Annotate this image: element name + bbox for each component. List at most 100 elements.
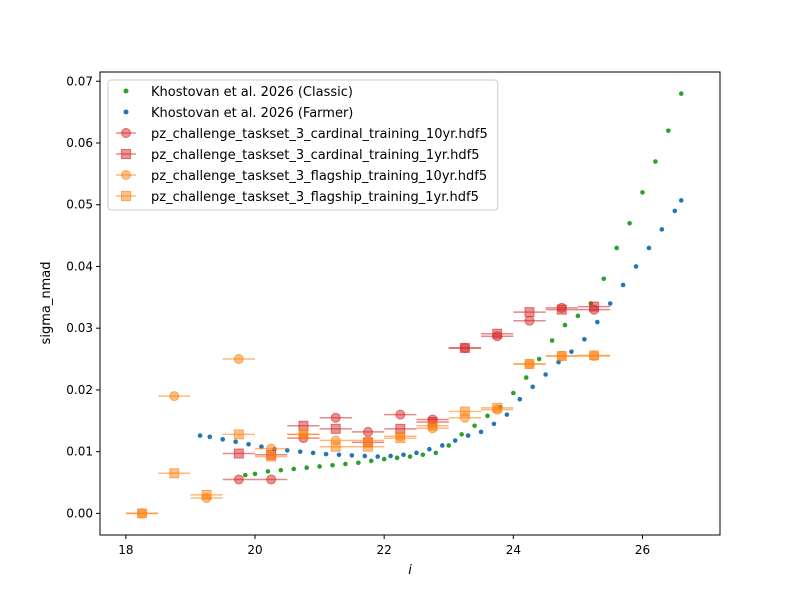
data-point <box>452 438 458 443</box>
data-point <box>349 453 355 458</box>
plot-marks <box>125 91 684 519</box>
data-point <box>381 456 387 462</box>
data-point <box>136 508 147 519</box>
y-tick-label: 0.06 <box>66 136 93 150</box>
data-point <box>395 433 406 444</box>
data-point <box>207 434 213 440</box>
data-point <box>427 420 438 431</box>
legend-frame <box>107 79 499 211</box>
y-tick-label: 0.04 <box>66 259 93 273</box>
y-tick-label: 0.00 <box>66 506 93 520</box>
data-point <box>511 390 516 396</box>
data-point <box>666 128 671 133</box>
data-point <box>472 423 477 429</box>
data-point <box>414 450 419 456</box>
data-point <box>575 313 581 319</box>
series-1 <box>197 198 684 459</box>
plot-frame <box>99 71 721 536</box>
data-point <box>543 372 548 377</box>
data-point <box>356 460 361 466</box>
data-point <box>330 441 341 452</box>
data-point <box>589 350 600 361</box>
y-axis-ticks: 0.00 0.01 0.02 0.03 0.04 0.05 0.06 0.07 <box>66 74 100 520</box>
data-point <box>252 471 258 477</box>
data-point <box>362 453 368 459</box>
data-point <box>233 474 244 485</box>
data-point <box>582 337 587 342</box>
data-point <box>233 429 244 440</box>
data-point <box>459 406 470 417</box>
data-point <box>627 220 632 226</box>
y-tick-label: 0.01 <box>66 445 93 459</box>
data-point <box>401 452 406 458</box>
series-5 <box>125 350 611 519</box>
x-axis-label: i <box>408 563 412 578</box>
data-point <box>678 198 684 203</box>
data-point <box>614 245 619 251</box>
data-point <box>465 433 471 438</box>
data-point <box>536 356 542 362</box>
legend-marker <box>121 191 131 201</box>
data-point <box>491 421 497 427</box>
x-tick-label: 18 <box>118 543 133 557</box>
data-point <box>220 437 226 442</box>
data-point <box>266 451 277 462</box>
x-tick-label: 24 <box>506 543 521 557</box>
data-point <box>620 282 626 288</box>
data-point <box>517 396 523 402</box>
data-point <box>646 245 652 251</box>
data-point <box>266 474 277 485</box>
data-point <box>323 451 329 457</box>
data-point <box>233 448 244 459</box>
legend-marker <box>123 109 129 115</box>
data-point <box>607 301 613 306</box>
data-point <box>297 449 303 454</box>
data-point <box>439 443 445 448</box>
data-point <box>640 190 645 195</box>
data-point <box>459 432 464 437</box>
data-point <box>530 384 536 390</box>
data-point <box>233 439 238 445</box>
data-point <box>336 452 342 458</box>
data-point <box>549 338 555 343</box>
y-tick-label: 0.03 <box>66 321 93 335</box>
data-point <box>633 264 639 269</box>
data-point <box>169 391 180 402</box>
data-point <box>243 472 248 478</box>
data-point <box>304 465 309 471</box>
legend-marker <box>121 149 131 159</box>
legend-marker <box>123 88 129 94</box>
data-point <box>459 342 470 353</box>
data-point <box>492 402 503 413</box>
data-point <box>523 375 529 380</box>
data-point <box>524 307 535 318</box>
data-point <box>569 349 574 354</box>
data-point <box>504 412 510 417</box>
data-point <box>446 443 452 448</box>
data-point <box>388 453 393 459</box>
data-point <box>298 420 309 431</box>
data-point <box>433 450 439 456</box>
data-point <box>278 467 284 473</box>
data-point <box>265 469 271 474</box>
data-point <box>233 354 244 365</box>
data-point <box>330 412 341 423</box>
data-point <box>594 319 600 325</box>
data-point <box>562 322 568 328</box>
data-point <box>672 208 678 214</box>
data-point <box>317 464 322 469</box>
legend-label: pz_challenge_taskset_3_flagship_training… <box>151 190 479 205</box>
data-point <box>201 489 212 500</box>
y-tick-label: 0.07 <box>66 74 93 88</box>
data-point <box>407 454 413 459</box>
data-point <box>197 433 203 438</box>
data-point <box>330 462 335 468</box>
data-point <box>363 426 374 437</box>
data-point <box>653 159 658 164</box>
legend: Khostovan et al. 2026 (Classic) Khostovan… <box>107 79 499 211</box>
data-point <box>395 409 406 420</box>
data-point <box>485 413 490 419</box>
legend-label: pz_challenge_taskset_3_cardinal_training… <box>151 127 488 142</box>
legend-label: pz_challenge_taskset_3_cardinal_training… <box>151 148 480 163</box>
